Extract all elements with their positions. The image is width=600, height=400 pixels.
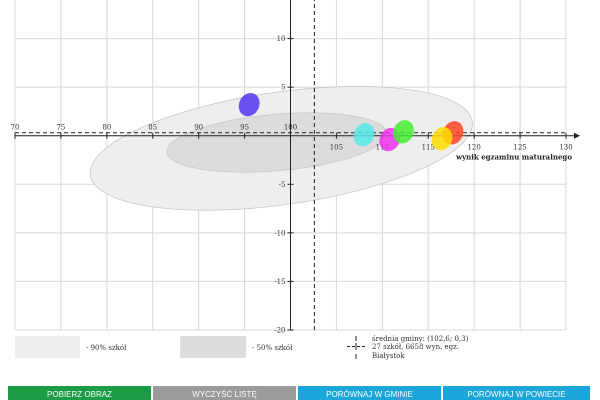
compare-powiat-button[interactable]: PORÓWNAJ W POWIECIE bbox=[443, 386, 590, 400]
x-tick-label: 75 bbox=[56, 124, 65, 132]
x-tick-label: 130 bbox=[559, 144, 572, 152]
x-tick-label: 120 bbox=[467, 144, 480, 152]
download-image-button[interactable]: POBIERZ OBRAZ bbox=[8, 386, 151, 400]
legend-line-icons bbox=[345, 334, 367, 362]
scatter-chart: 70758085909510010511011512012513015105-5… bbox=[0, 0, 600, 335]
x-tick-label: 70 bbox=[11, 124, 20, 132]
x-tick-label: 90 bbox=[194, 124, 203, 132]
y-tick-label: -10 bbox=[274, 229, 285, 237]
y-tick-label: -15 bbox=[274, 278, 285, 286]
x-axis-label: wynik egzaminu maturalnego bbox=[455, 153, 572, 162]
legend-city: Białystok bbox=[372, 352, 405, 360]
x-tick-label: 125 bbox=[513, 144, 526, 152]
legend-90-label: - 90% szkół bbox=[86, 344, 126, 352]
x-tick-label: 85 bbox=[148, 124, 157, 132]
x-tick-label: 80 bbox=[102, 124, 111, 132]
y-tick-label: -5 bbox=[279, 181, 286, 189]
legend-50-swatch bbox=[180, 336, 246, 358]
compare-gmina-button[interactable]: PORÓWNAJ W GMINIE bbox=[298, 386, 441, 400]
legend-90-swatch bbox=[15, 336, 80, 358]
x-tick-label: 105 bbox=[330, 144, 343, 152]
y-tick-label: 10 bbox=[277, 35, 286, 43]
legend-50-label: - 50% szkół bbox=[252, 344, 292, 352]
x-tick-label: 95 bbox=[240, 124, 249, 132]
y-tick-label: 5 bbox=[281, 84, 285, 92]
x-axis-arrow bbox=[574, 133, 580, 139]
x-tick-label: 100 bbox=[284, 124, 297, 132]
y-tick-label: -20 bbox=[274, 327, 285, 335]
legend-schools: 27 szkół, 6658 wyn. egz. bbox=[372, 343, 459, 351]
clear-list-button[interactable]: WYCZYŚĆ LISTĘ bbox=[153, 386, 296, 400]
legend-mean: średnia gminy: (102,6; 0,3) bbox=[372, 335, 468, 343]
